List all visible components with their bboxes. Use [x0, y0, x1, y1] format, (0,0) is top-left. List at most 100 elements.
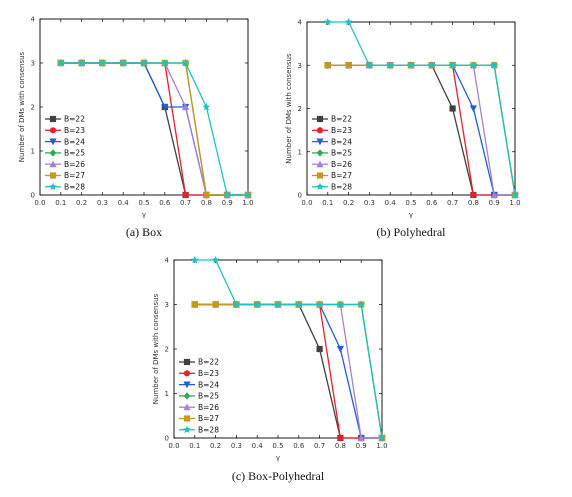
data-point [190, 255, 199, 264]
legend-label: B=22 [331, 115, 352, 124]
legend-marker [49, 149, 57, 157]
legend-label: B=26 [331, 160, 352, 169]
x-tick-label: 0.8 [201, 199, 212, 207]
x-tick-label: 0.9 [222, 199, 233, 207]
series-b-24 [57, 59, 252, 199]
legend-label: B=26 [198, 403, 219, 412]
y-tick-label: 0 [165, 435, 169, 443]
data-point [223, 190, 232, 199]
series-line [194, 303, 382, 439]
series-b-25 [324, 61, 519, 199]
legend-label: B=26 [64, 160, 85, 169]
series-line [327, 64, 515, 196]
legend-marker [316, 172, 324, 179]
x-tick-label: 0.9 [489, 199, 500, 207]
data-point [203, 191, 210, 199]
x-tick-label: 0.7 [314, 442, 325, 450]
data-point [490, 191, 498, 199]
data-point [490, 61, 499, 69]
panel-caption: (b) Polyhedral [377, 225, 447, 239]
data-point [212, 301, 219, 308]
x-tick-label: 0.1 [189, 442, 200, 450]
data-point [56, 58, 65, 67]
legend-label: B=27 [64, 171, 85, 180]
data-point [161, 103, 169, 111]
series-line [327, 64, 515, 196]
series-line [60, 62, 248, 196]
legend-item: B=27 [179, 414, 219, 423]
data-point [119, 58, 128, 67]
data-point [140, 58, 148, 67]
x-tick-label: 0.3 [231, 442, 242, 450]
legend: B=22 B=23 B=24 B=25 B=26 B=27 B=28 [45, 115, 85, 192]
legend-label: B=27 [331, 171, 352, 180]
x-axis-label: γ [276, 454, 280, 462]
data-point [337, 434, 344, 442]
x-tick-label: 0.0 [168, 442, 179, 450]
legend-marker [316, 160, 324, 168]
legend-item: B=26 [312, 160, 352, 169]
y-tick-label: 2 [298, 105, 302, 113]
x-tick-label: 0.5 [272, 442, 283, 450]
legend-item: B=24 [312, 137, 352, 146]
data-point [449, 105, 456, 112]
x-tick-label: 0.8 [335, 442, 346, 450]
y-axis-label: Number of DMs with consensus [18, 51, 26, 162]
legend-marker [316, 115, 324, 123]
data-point [315, 300, 324, 308]
x-tick-label: 0.3 [364, 199, 375, 207]
y-tick-label: 4 [31, 16, 36, 24]
series-line [194, 303, 383, 439]
x-tick-label: 0.6 [293, 442, 305, 450]
data-point [407, 61, 415, 69]
y-tick-label: 3 [298, 62, 302, 70]
y-tick-label: 1 [165, 390, 169, 398]
x-tick-label: 0.1 [55, 199, 66, 207]
plot-frame [306, 21, 516, 196]
legend-item: B=27 [45, 171, 85, 180]
y-tick-label: 4 [298, 19, 303, 27]
x-tick-label: 0.5 [405, 199, 416, 207]
data-point [182, 103, 190, 111]
legend-marker [316, 127, 324, 134]
series-line [60, 62, 248, 196]
series-line [60, 62, 248, 196]
data-point [324, 62, 331, 69]
data-point [182, 191, 189, 199]
legend-item: B=22 [45, 115, 85, 124]
data-point [316, 345, 323, 353]
chart-panel-3: 0.0 0.1 0.2 0.3 0.4 0.5 0.6 0.7 0.8 0.9 1.0 0 1 2 3 4 γ N… [152, 255, 388, 483]
data-point [336, 345, 344, 353]
legend-item: B=28 [312, 183, 352, 192]
legend-label: B=28 [331, 183, 352, 192]
data-point [469, 61, 478, 69]
legend-label: B=25 [331, 149, 352, 158]
x-axis-label: γ [409, 211, 413, 219]
series-line [327, 64, 516, 196]
data-point [98, 58, 107, 67]
legend-label: B=23 [331, 126, 352, 135]
legend-label: B=25 [198, 392, 219, 401]
x-tick-label: 1.0 [242, 199, 253, 207]
x-axis-label: γ [142, 211, 146, 219]
series-line [327, 64, 515, 196]
data-point [274, 300, 282, 308]
series-b-28 [323, 17, 519, 199]
data-point [323, 17, 332, 26]
legend-marker [49, 127, 57, 134]
series-b-28 [190, 255, 386, 442]
legend-label: B=24 [64, 137, 85, 146]
legend-item: B=24 [45, 137, 85, 146]
legend-marker [183, 370, 191, 377]
legend-label: B=25 [64, 149, 85, 158]
series-line [194, 303, 383, 439]
data-point [181, 58, 190, 67]
x-tick-label: 0.4 [385, 199, 397, 207]
series-line [60, 62, 248, 196]
legend-item: B=28 [179, 426, 219, 435]
x-tick-label: 0.6 [426, 199, 438, 207]
x-tick-label: 0.7 [447, 199, 458, 207]
legend-item: B=27 [312, 171, 352, 180]
legend-label: B=23 [198, 369, 219, 378]
